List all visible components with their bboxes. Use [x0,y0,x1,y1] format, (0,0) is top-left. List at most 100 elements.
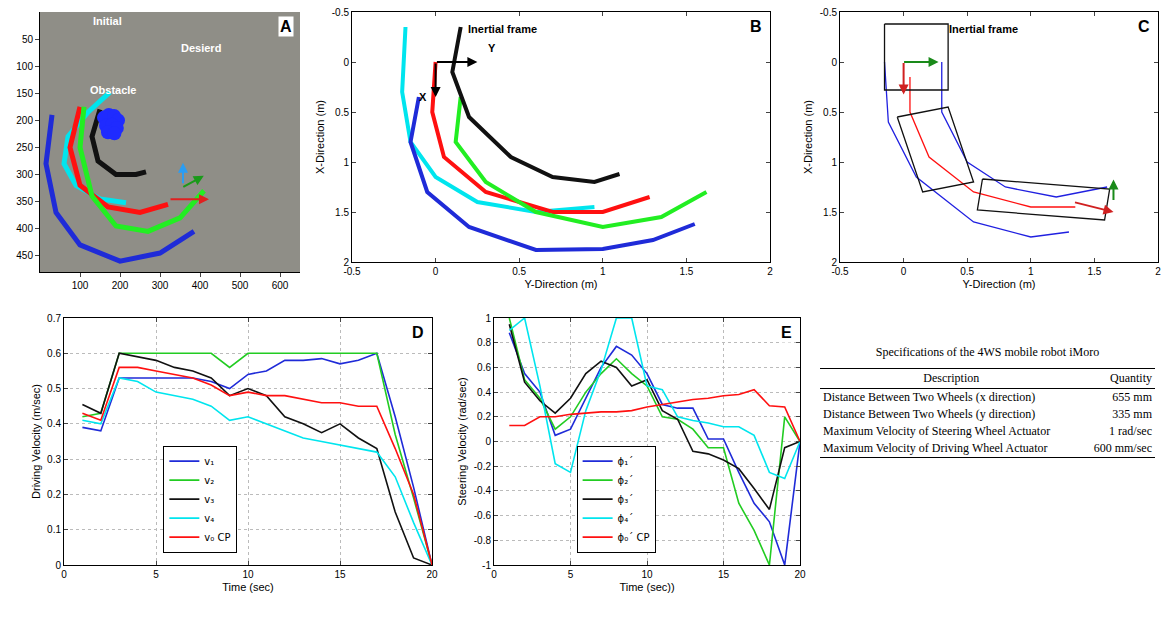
svg-text:15: 15 [718,569,730,580]
svg-text:400: 400 [16,223,33,234]
svg-text:-0.5: -0.5 [343,266,361,277]
svg-text:0: 0 [61,569,67,580]
svg-text:-0.5: -0.5 [820,7,838,18]
svg-text:Steering Velocity (rad/sec): Steering Velocity (rad/sec) [456,377,468,505]
svg-text:Driving Velocity (m/sec): Driving Velocity (m/sec) [30,384,42,499]
svg-text:Time (sec)): Time (sec)) [619,581,674,593]
svg-text:-0.5: -0.5 [332,7,350,18]
svg-text:Y-Direction (m): Y-Direction (m) [525,278,598,290]
svg-text:2: 2 [831,257,837,268]
svg-text:v₀ CP: v₀ CP [204,532,230,543]
html-text:Description: Description [923,371,980,385]
svg-text:-0.2: -0.2 [474,461,492,472]
svg-text:Desierd: Desierd [181,42,221,54]
svg-text:100: 100 [16,61,33,72]
svg-text:0.5: 0.5 [512,266,526,277]
svg-text:0.5: 0.5 [335,107,349,118]
svg-text:100: 100 [72,280,89,291]
svg-text:0: 0 [901,266,907,277]
svg-text:0: 0 [343,57,349,68]
svg-text:E: E [781,324,792,341]
svg-text:200: 200 [16,115,33,126]
svg-text:20: 20 [426,569,438,580]
svg-text:500: 500 [232,280,249,291]
svg-text:1.5: 1.5 [823,207,837,218]
svg-text:0.2: 0.2 [477,411,491,422]
svg-text:0: 0 [433,266,439,277]
svg-text:300: 300 [152,280,169,291]
svg-text:0.4: 0.4 [47,418,61,429]
svg-text:0.6: 0.6 [477,362,491,373]
svg-text:1.5: 1.5 [679,266,693,277]
svg-text:v₂: v₂ [204,475,214,486]
svg-text:B: B [750,18,762,35]
svg-text:10: 10 [641,569,653,580]
svg-text:Initial: Initial [93,15,122,27]
svg-text:D: D [412,324,424,341]
svg-text:5: 5 [568,569,574,580]
svg-text:X-Direction (m): X-Direction (m) [314,100,326,174]
svg-text:1: 1 [600,266,606,277]
svg-text:0.4: 0.4 [477,387,491,398]
svg-text:Inertial frame: Inertial frame [468,23,537,35]
svg-text:ϕ₁´: ϕ₁´ [618,456,634,467]
svg-text:50: 50 [22,34,34,45]
svg-text:-0.4: -0.4 [474,485,492,496]
svg-text:250: 250 [16,142,33,153]
svg-text:350: 350 [16,196,33,207]
svg-text:X-Direction (m): X-Direction (m) [802,100,814,174]
svg-text:1: 1 [831,157,837,168]
svg-text:2: 2 [343,257,349,268]
svg-text:v₄: v₄ [204,513,214,524]
svg-text:A: A [280,18,292,35]
svg-text:0: 0 [491,569,497,580]
svg-text:0: 0 [485,436,491,447]
svg-text:-0.5: -0.5 [831,266,849,277]
svg-text:400: 400 [192,280,209,291]
svg-text:0.8: 0.8 [477,337,491,348]
svg-text:200: 200 [112,280,129,291]
svg-text:300: 300 [16,169,33,180]
svg-text:0.1: 0.1 [47,524,61,535]
svg-text:5: 5 [153,569,159,580]
svg-text:ϕ₃´: ϕ₃´ [618,494,634,505]
svg-text:1: 1 [343,157,349,168]
svg-text:0.3: 0.3 [47,454,61,465]
svg-text:600: 600 [272,280,289,291]
svg-text:ϕ₀´ CP: ϕ₀´ CP [618,532,650,543]
svg-text:X: X [419,91,427,103]
svg-text:Y-Direction (m): Y-Direction (m) [963,278,1036,290]
svg-text:2: 2 [767,266,773,277]
svg-text:2: 2 [1155,266,1161,277]
html-text:Specifications of the 4WS mobi: Specifications of the 4WS mobile robot i… [875,345,1100,359]
svg-text:0: 0 [831,57,837,68]
svg-text:v₃: v₃ [204,494,214,505]
svg-text:0.5: 0.5 [823,107,837,118]
svg-text:1.5: 1.5 [1087,266,1101,277]
svg-text:-1: -1 [482,560,491,571]
svg-text:Y: Y [488,42,496,54]
svg-text:-0.6: -0.6 [474,510,492,521]
svg-text:20: 20 [794,569,806,580]
svg-text:15: 15 [334,569,346,580]
svg-text:0.6: 0.6 [47,348,61,359]
svg-text:1.5: 1.5 [335,207,349,218]
svg-text:10: 10 [242,569,254,580]
svg-text:0.5: 0.5 [960,266,974,277]
svg-text:ϕ₄´: ϕ₄´ [618,513,634,524]
svg-text:450: 450 [16,250,33,261]
svg-text:150: 150 [16,88,33,99]
svg-text:1: 1 [485,313,491,324]
svg-text:0.5: 0.5 [47,383,61,394]
svg-text:0.7: 0.7 [47,313,61,324]
svg-text:Time (sec): Time (sec) [222,581,274,593]
svg-text:v₁: v₁ [204,456,214,467]
svg-text:-0.8: -0.8 [474,535,492,546]
svg-text:Obstacle: Obstacle [90,84,136,96]
svg-text:0.2: 0.2 [47,489,61,500]
svg-text:Inertial frame: Inertial frame [949,23,1018,35]
svg-text:C: C [1138,18,1150,35]
svg-text:0: 0 [55,560,61,571]
svg-text:ϕ₂´: ϕ₂´ [618,475,634,486]
svg-text:1: 1 [1028,266,1034,277]
